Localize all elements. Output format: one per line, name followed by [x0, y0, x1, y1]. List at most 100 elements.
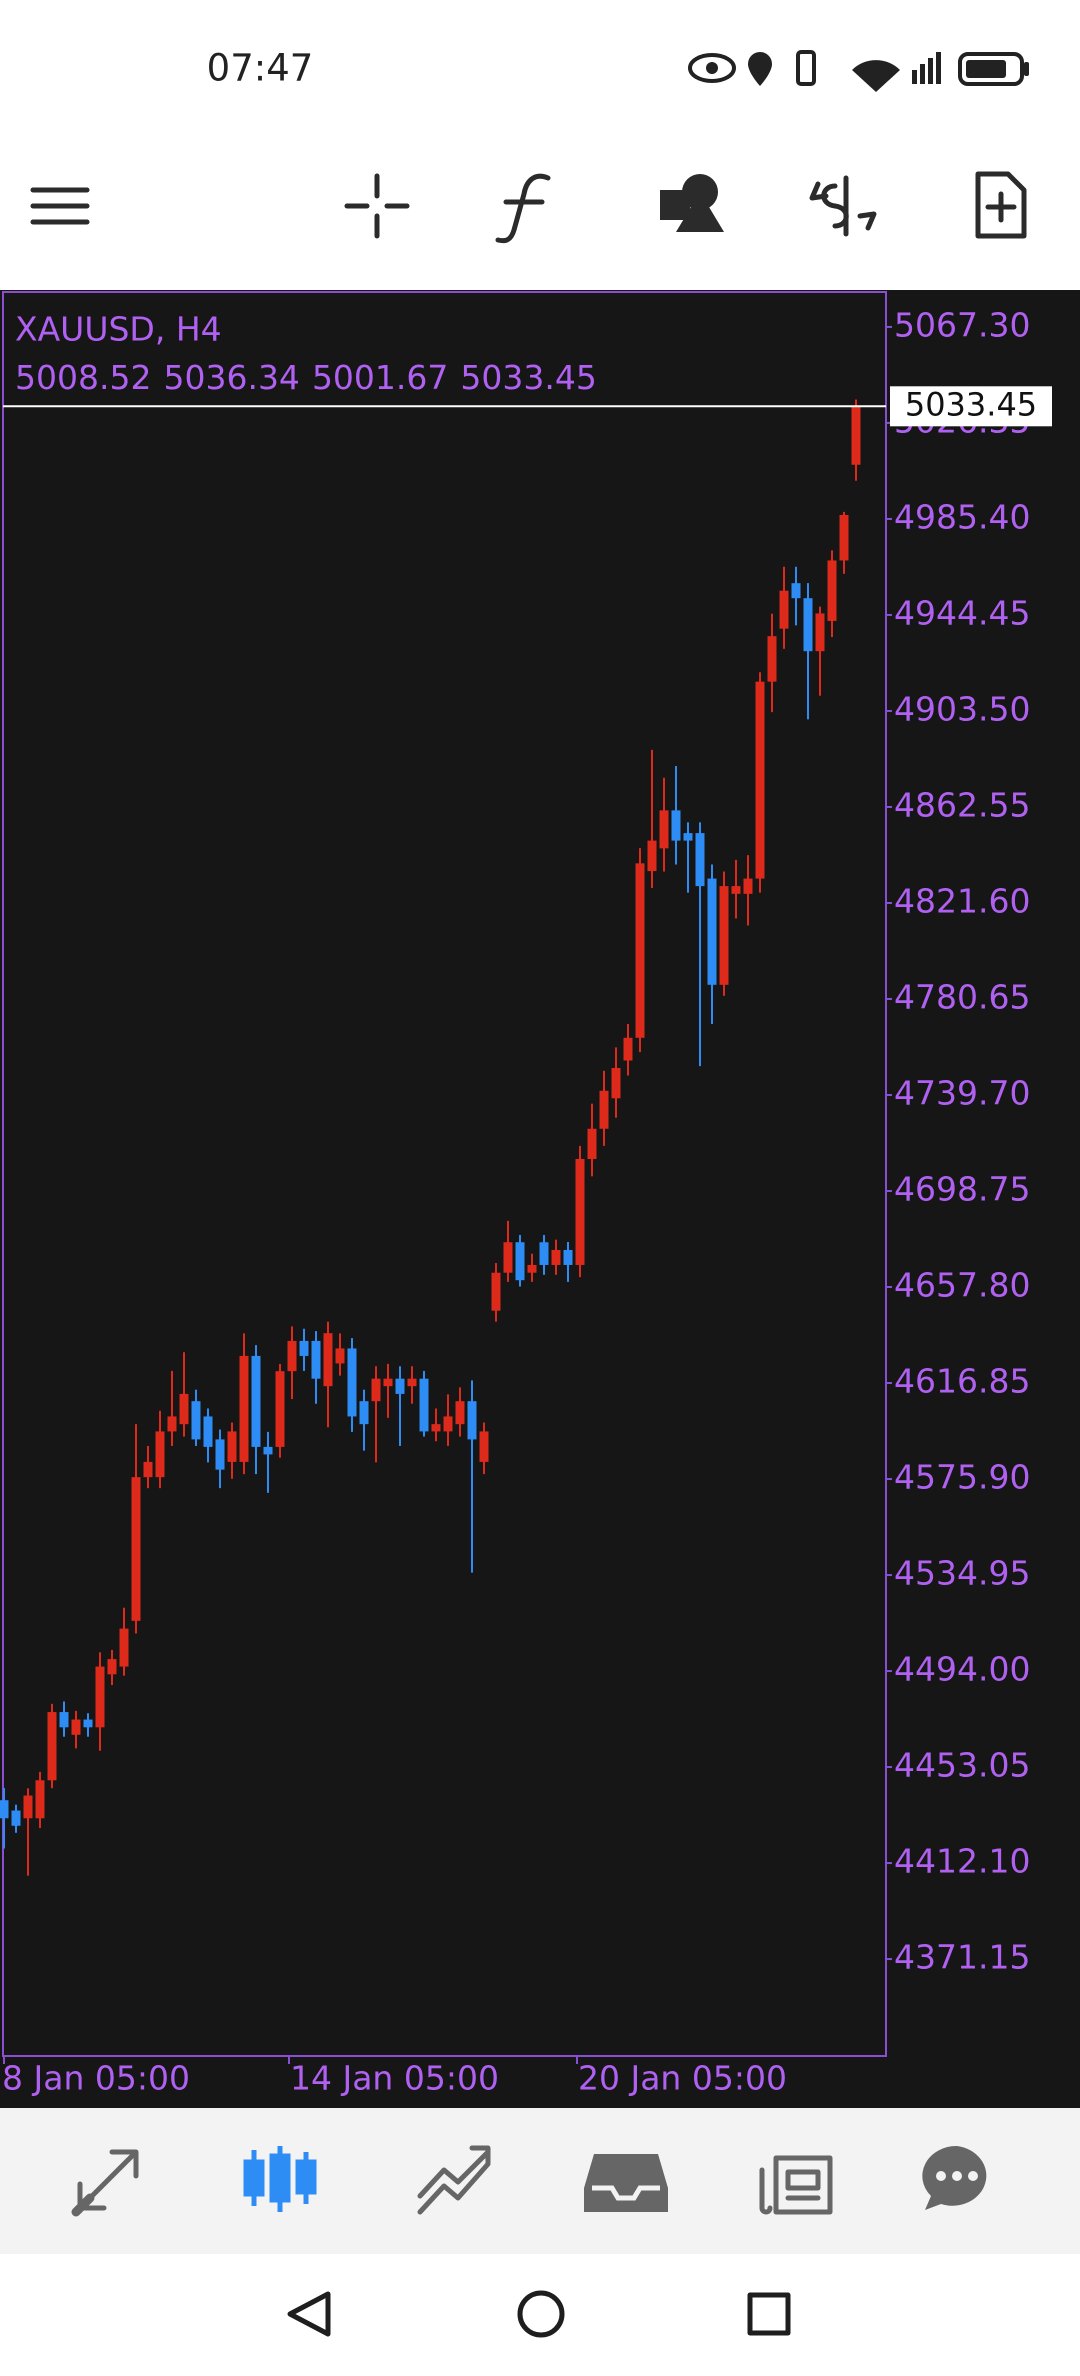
candle-body — [623, 1037, 633, 1061]
candle-body — [395, 1378, 405, 1394]
trade-button[interactable] — [809, 175, 877, 237]
toolbar — [30, 171, 1027, 244]
objects-button[interactable] — [660, 174, 724, 232]
y-tick-label: 4985.40 — [894, 497, 1030, 536]
low-value: 5001.67 — [312, 358, 448, 397]
candle-body — [827, 560, 837, 621]
indicators-button[interactable] — [495, 173, 551, 244]
candle-body — [815, 613, 825, 652]
candle-body — [731, 886, 741, 894]
status-time: 07:47 — [207, 47, 314, 90]
candle-body — [515, 1242, 525, 1281]
y-tick-label: 4657.80 — [894, 1266, 1030, 1305]
recents-button[interactable] — [747, 2292, 791, 2336]
candle-body — [791, 583, 801, 599]
candle-body — [371, 1378, 381, 1402]
plot-border — [2, 291, 887, 2057]
candle-body — [527, 1264, 537, 1273]
candle-body — [683, 833, 693, 841]
candle-body — [179, 1393, 189, 1425]
y-tick-label: 4616.85 — [894, 1362, 1030, 1401]
high-value: 5036.34 — [163, 358, 299, 397]
x-tick-label: 14 Jan 05:00 — [290, 2059, 499, 2098]
history-tab[interactable] — [584, 2154, 668, 2212]
candle-body — [227, 1431, 237, 1462]
candle-body — [407, 1378, 417, 1387]
trade-tab[interactable] — [417, 2145, 491, 2215]
candle-body — [311, 1340, 321, 1379]
chart-area — [0, 290, 1080, 2108]
ohlc-header: 5008.52 5036.34 5001.67 5033.45 — [15, 358, 597, 397]
new-order-button[interactable] — [975, 171, 1027, 239]
tab-bar-icons — [71, 2145, 987, 2217]
candle-body — [359, 1401, 369, 1425]
candle-body — [251, 1355, 261, 1447]
candle-body — [659, 810, 669, 849]
candle-body — [587, 1128, 597, 1159]
candle-body — [851, 406, 861, 465]
home-button[interactable] — [517, 2290, 565, 2338]
plot — [0, 399, 861, 1876]
candle-body — [647, 840, 657, 872]
candle-body — [263, 1446, 273, 1455]
candle-body — [107, 1659, 117, 1675]
candle-body — [611, 1068, 621, 1099]
chart-tab[interactable] — [243, 2146, 317, 2212]
messages-tab[interactable] — [922, 2145, 987, 2210]
candle-body — [467, 1401, 477, 1440]
candle-body — [443, 1416, 453, 1432]
open-value: 5008.52 — [15, 358, 151, 397]
crosshair-button[interactable] — [344, 173, 410, 239]
candle-body — [287, 1340, 297, 1372]
candle-body — [59, 1712, 69, 1728]
candle-body — [275, 1371, 285, 1447]
candle-body — [191, 1401, 201, 1440]
candle-body — [119, 1628, 129, 1667]
candle-body — [671, 810, 681, 841]
news-tab[interactable] — [759, 2155, 833, 2215]
candle-body — [83, 1719, 93, 1728]
candle-body — [143, 1461, 153, 1478]
candle-body — [599, 1090, 609, 1129]
price-label: 5033.45 — [905, 385, 1037, 423]
status-icons — [688, 50, 1029, 92]
y-tick-label: 4371.15 — [894, 1938, 1030, 1977]
candle-body — [743, 878, 753, 894]
candle-body — [71, 1719, 81, 1735]
y-tick-label: 4739.70 — [894, 1073, 1030, 1112]
y-tick-label: 4780.65 — [894, 977, 1030, 1016]
candle-body — [11, 1810, 21, 1826]
candle-body — [299, 1340, 309, 1356]
menu-button[interactable] — [30, 187, 90, 225]
candle-body — [563, 1249, 573, 1265]
candle-body — [635, 863, 645, 1038]
candle-body — [695, 833, 705, 887]
system-nav — [287, 2290, 791, 2338]
candle-body — [203, 1416, 213, 1447]
y-tick-label: 4903.50 — [894, 689, 1030, 728]
candle-body — [155, 1431, 165, 1478]
candle-body — [719, 886, 729, 985]
candle-body — [455, 1401, 465, 1425]
candle-body — [755, 681, 765, 879]
y-tick-label: 4821.60 — [894, 881, 1030, 920]
price-label-box — [890, 386, 1052, 427]
back-button[interactable] — [287, 2291, 331, 2337]
candle-body — [95, 1666, 105, 1728]
candle-body — [323, 1333, 333, 1387]
y-tick-label: 4494.00 — [894, 1650, 1030, 1689]
candle-body — [779, 590, 789, 629]
candle-body — [419, 1378, 429, 1432]
x-tick-label: 8 Jan 05:00 — [2, 2059, 190, 2098]
candle-body — [167, 1416, 177, 1432]
quotes-tab[interactable] — [71, 2149, 139, 2217]
y-tick-label: 4412.10 — [894, 1842, 1030, 1881]
x-tick-label: 20 Jan 05:00 — [578, 2059, 787, 2098]
top-area — [0, 0, 1080, 292]
candle-body — [575, 1158, 585, 1265]
candle-body — [347, 1348, 357, 1417]
tab-bar — [0, 2108, 1080, 2254]
y-tick-label: 4698.75 — [894, 1169, 1030, 1208]
